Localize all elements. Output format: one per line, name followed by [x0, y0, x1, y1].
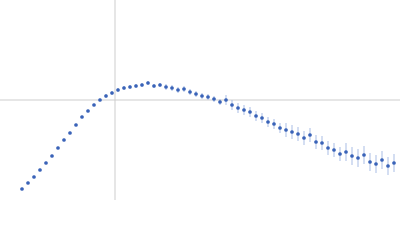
data-point	[356, 156, 360, 160]
data-point	[122, 86, 126, 90]
data-point	[344, 150, 348, 154]
data-point	[362, 153, 366, 157]
data-point	[38, 168, 42, 172]
data-point	[314, 140, 318, 144]
data-point	[284, 128, 288, 132]
data-point	[194, 92, 198, 96]
data-point	[182, 87, 186, 91]
data-point	[80, 115, 84, 119]
data-point	[74, 123, 78, 127]
data-point	[92, 103, 96, 107]
data-point	[128, 85, 132, 89]
data-point	[386, 164, 390, 168]
data-point	[56, 146, 60, 150]
data-point	[272, 122, 276, 126]
data-point	[116, 88, 120, 92]
data-point	[134, 84, 138, 88]
data-point	[368, 160, 372, 164]
data-point	[218, 100, 222, 104]
data-point	[44, 161, 48, 165]
data-point	[332, 148, 336, 152]
data-point	[86, 109, 90, 113]
data-point	[212, 97, 216, 101]
data-point	[350, 154, 354, 158]
data-point	[308, 133, 312, 137]
data-point	[320, 141, 324, 145]
data-point	[242, 108, 246, 112]
data-point	[206, 95, 210, 99]
data-point	[254, 114, 258, 118]
data-point	[50, 154, 54, 158]
chart	[0, 0, 400, 200]
data-point	[32, 175, 36, 179]
data-point	[104, 94, 108, 98]
data-point	[278, 126, 282, 130]
data-point	[140, 83, 144, 87]
data-point	[290, 130, 294, 134]
data-point	[26, 181, 30, 185]
data-point	[200, 94, 204, 98]
data-point	[170, 86, 174, 90]
data-point	[266, 120, 270, 124]
data-point	[188, 90, 192, 94]
data-point	[158, 83, 162, 87]
data-point	[110, 91, 114, 95]
data-point	[62, 138, 66, 142]
data-point	[380, 158, 384, 162]
data-point	[230, 103, 234, 107]
data-point	[338, 152, 342, 156]
data-point	[164, 85, 168, 89]
data-point	[248, 110, 252, 114]
data-point	[374, 162, 378, 166]
data-point	[98, 98, 102, 102]
data-point	[302, 136, 306, 140]
data-point	[20, 187, 24, 191]
data-point	[260, 116, 264, 120]
data-point	[392, 161, 396, 165]
page: (() => { const data = JSON.parse(documen…	[0, 0, 400, 200]
data-point	[296, 132, 300, 136]
data-point	[176, 88, 180, 92]
data-point	[326, 146, 330, 150]
data-point	[224, 98, 228, 102]
data-point	[68, 131, 72, 135]
data-point	[146, 81, 150, 85]
data-point	[236, 106, 240, 110]
data-point	[152, 84, 156, 88]
